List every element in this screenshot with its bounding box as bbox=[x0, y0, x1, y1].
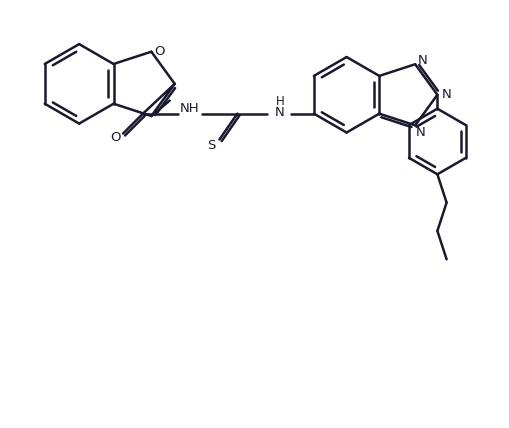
Text: H: H bbox=[275, 95, 284, 108]
Text: N: N bbox=[275, 106, 285, 119]
Text: N: N bbox=[441, 88, 450, 101]
Text: O: O bbox=[154, 45, 164, 58]
Text: O: O bbox=[109, 131, 120, 144]
Text: N: N bbox=[416, 54, 426, 67]
Text: N: N bbox=[414, 126, 424, 139]
Text: NH: NH bbox=[180, 102, 199, 115]
Text: S: S bbox=[207, 139, 215, 152]
